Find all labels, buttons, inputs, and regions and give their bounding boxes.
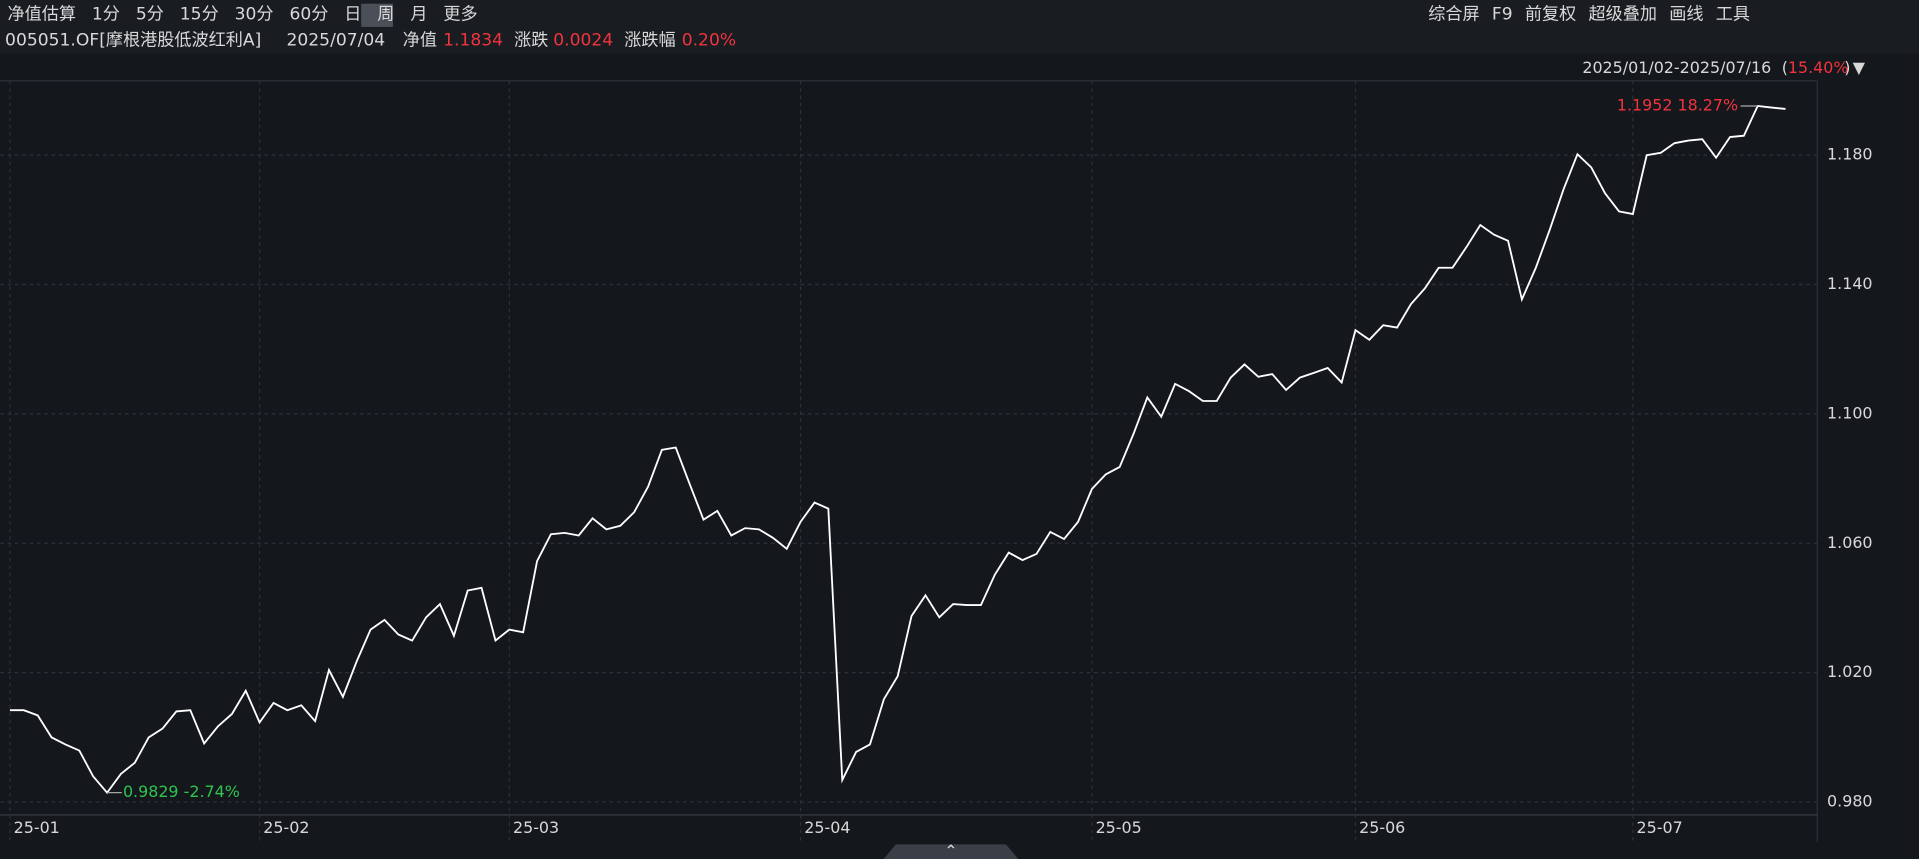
x-tick-label: 25-01 <box>14 818 60 837</box>
y-tick-label: 1.100 <box>1827 403 1873 422</box>
range-change: 15.40% <box>1788 58 1849 77</box>
range-paren: ( <box>1782 58 1788 77</box>
header-bar <box>0 0 1919 54</box>
tab[interactable]: 周 <box>377 5 394 25</box>
range: 2025/01/02-2025/07/16 <box>1582 58 1771 77</box>
change-value: 0.0024 <box>553 30 613 50</box>
y-tick-label: 1.180 <box>1827 145 1873 164</box>
nav-value: 1.1834 <box>443 30 503 50</box>
range-paren: ) <box>1844 58 1850 77</box>
x-tick-label: 25-02 <box>263 818 309 837</box>
tab[interactable]: 5分 <box>136 5 164 25</box>
x-tick-label: 25-06 <box>1359 818 1405 837</box>
tool[interactable]: 工具 <box>1716 5 1750 25</box>
y-tick-label: 0.980 <box>1827 792 1873 811</box>
tool[interactable]: 画线 <box>1669 5 1703 25</box>
tab[interactable]: 日 <box>344 5 361 25</box>
expand-icon[interactable]: ⌃ <box>944 841 957 859</box>
tab[interactable]: 月 <box>410 5 427 25</box>
y-tick-label: 1.140 <box>1827 274 1873 293</box>
tool[interactable]: F9 <box>1492 5 1513 25</box>
pct-value: 0.20% <box>682 30 736 50</box>
nav-label: 净值 <box>403 30 437 50</box>
max-label: 1.1952 18.27% <box>1617 95 1738 114</box>
x-tick-label: 25-03 <box>513 818 559 837</box>
y-tick-label: 1.060 <box>1827 533 1873 552</box>
range-arrow[interactable]: ▼ <box>1853 58 1866 77</box>
tool[interactable]: 综合屏 <box>1428 5 1479 25</box>
x-tick-label: 25-07 <box>1637 818 1683 837</box>
x-tick-label: 25-05 <box>1096 818 1142 837</box>
tab[interactable]: 30分 <box>235 5 274 25</box>
tab[interactable]: 净值估算 <box>8 5 77 25</box>
date: 2025/07/04 <box>286 30 385 50</box>
tab[interactable]: 15分 <box>180 5 219 25</box>
fund-name: 005051.OF[摩根港股低波红利A] <box>5 30 261 50</box>
nav-line <box>9 104 1786 795</box>
y-tick-label: 1.020 <box>1827 662 1873 681</box>
tab[interactable]: 更多 <box>443 5 477 25</box>
expand-handle[interactable] <box>883 844 1019 859</box>
active-tab-bg <box>361 3 393 27</box>
min-label: 0.9829 -2.74% <box>123 782 240 801</box>
change-label: 涨跌 <box>514 30 548 50</box>
pct-label: 涨跌幅 <box>624 30 675 50</box>
x-tick-label: 25-04 <box>804 818 850 837</box>
tool[interactable]: 超级叠加 <box>1589 5 1658 25</box>
tab[interactable]: 60分 <box>289 5 328 25</box>
tab[interactable]: 1分 <box>92 5 120 25</box>
tool[interactable]: 前复权 <box>1525 5 1576 25</box>
info-line: 005051.OF[摩根港股低波红利A] 2025/07/04 净值 1.183… <box>5 30 1866 77</box>
